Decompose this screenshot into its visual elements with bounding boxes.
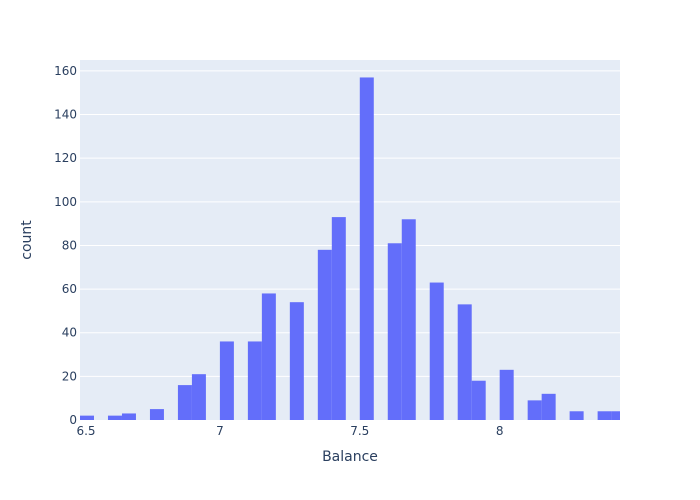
y-tick-label: 120: [54, 151, 77, 165]
histogram-bar: [317, 249, 332, 420]
histogram-bar: [387, 243, 402, 420]
y-tick-label: 160: [54, 64, 77, 78]
y-tick-label: 40: [62, 326, 77, 340]
histogram-bar: [541, 393, 556, 420]
histogram-bar: [149, 409, 164, 420]
histogram-bar: [597, 411, 612, 420]
y-tick-label: 140: [54, 108, 77, 122]
histogram-bar: [401, 219, 416, 420]
histogram-bar: [177, 385, 192, 420]
x-tick-label: 8: [496, 424, 504, 438]
y-axis-ticks: 0 20 40 60 80 100 120 140 160: [54, 64, 77, 427]
plot-area: [80, 60, 620, 420]
y-tick-label: 80: [62, 238, 77, 252]
x-axis-title: Balance: [322, 449, 378, 465]
histogram-bar: [191, 374, 206, 420]
histogram-bar: [107, 415, 122, 420]
histogram-bar: [611, 411, 620, 420]
histogram-bar: [247, 341, 262, 420]
y-tick-label: 60: [62, 282, 77, 296]
histogram-bar: [429, 282, 444, 420]
y-tick-label: 20: [62, 369, 77, 383]
histogram-bar: [457, 304, 472, 420]
histogram-bar: [499, 369, 514, 420]
y-tick-label: 100: [54, 195, 77, 209]
x-axis-ticks: 6.5 7 7.5 8: [76, 424, 503, 438]
histogram-bar: [80, 415, 94, 420]
histogram-bar: [331, 217, 346, 420]
y-tick-label: 0: [69, 413, 77, 427]
x-tick-label: 7: [216, 424, 224, 438]
histogram-bar: [289, 302, 304, 420]
histogram-bar: [569, 411, 584, 420]
x-tick-label: 6.5: [76, 424, 95, 438]
histogram-bar: [121, 413, 136, 420]
x-tick-label: 7.5: [350, 424, 369, 438]
bars: [80, 77, 620, 421]
histogram-bar: [359, 77, 374, 421]
gridlines: [80, 70, 620, 377]
histogram-bar: [471, 380, 486, 420]
histogram-bar: [527, 400, 542, 420]
histogram-bar: [219, 341, 234, 420]
y-axis-title: count: [19, 220, 35, 260]
histogram-bar: [261, 293, 276, 420]
